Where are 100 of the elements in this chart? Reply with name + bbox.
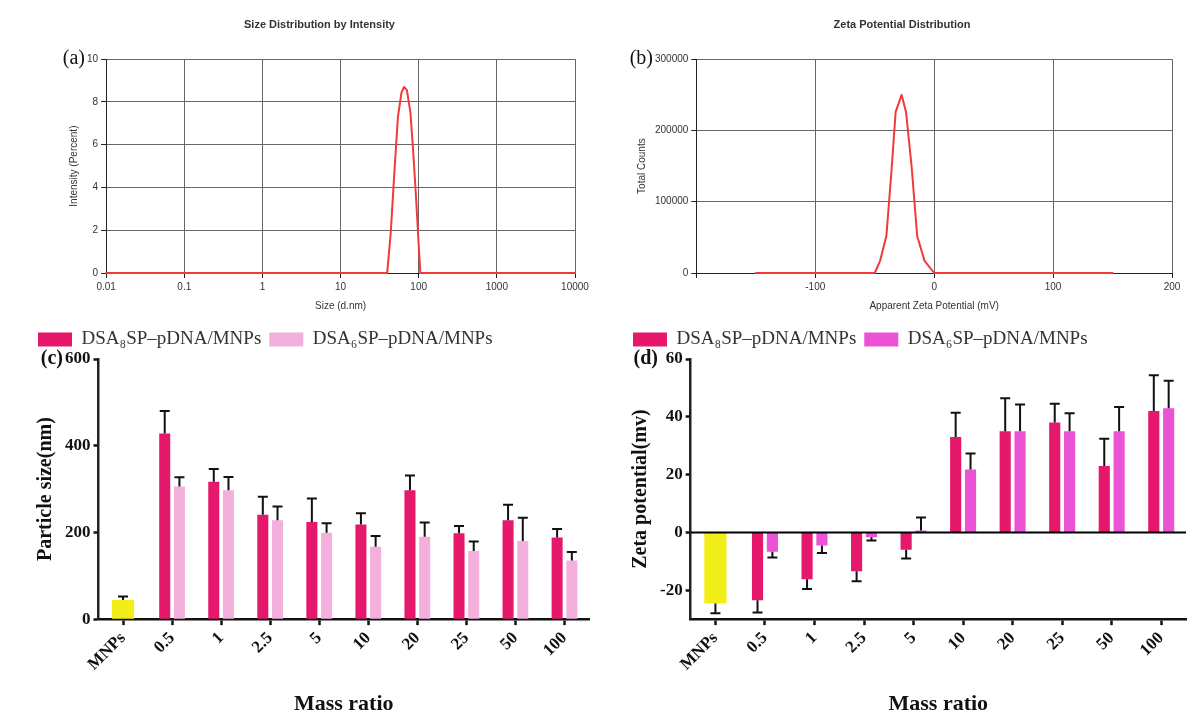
- bar: [321, 532, 333, 619]
- x-tick-label: 10: [348, 627, 375, 654]
- x-tick-label: 1: [207, 627, 228, 648]
- bar: [1049, 422, 1061, 532]
- y-tick-label: 200: [65, 521, 91, 541]
- y-tick-label: 600: [65, 348, 91, 368]
- bar: [766, 532, 778, 552]
- bar: [816, 532, 828, 546]
- x-tick-label: 100: [538, 627, 571, 660]
- y-tick-label: 2: [92, 223, 99, 235]
- x-axis-title: Apparent Zeta Potential (mV): [869, 299, 999, 311]
- bar: [272, 520, 284, 619]
- bar: [419, 536, 431, 619]
- y-tick-label: 6: [92, 138, 99, 150]
- bar: [1098, 465, 1110, 532]
- x-tick-label: 0: [931, 280, 938, 292]
- x-tick-label: 1: [800, 627, 821, 648]
- x-axis-title: Size (d.nm): [315, 299, 367, 311]
- x-axis-title: Mass ratio: [293, 690, 394, 716]
- bar: [468, 551, 480, 619]
- y-tick-label: 60: [665, 348, 683, 368]
- y-tick-label: -20: [659, 579, 683, 599]
- bar: [173, 486, 185, 619]
- bar: [370, 546, 382, 619]
- bar: [551, 537, 563, 619]
- y-axis-title: Total Counts: [635, 138, 647, 194]
- bar: [566, 560, 578, 619]
- bar: [1064, 431, 1076, 532]
- text: (c): [40, 346, 63, 370]
- y-tick-label: 400: [65, 435, 91, 455]
- x-tick-label: 10: [943, 627, 970, 654]
- y-tick-label: 0: [682, 266, 689, 278]
- x-tick-label: 5: [305, 627, 326, 648]
- x-tick-label: 20: [397, 627, 424, 654]
- x-tick-label: 5: [900, 627, 920, 648]
- x-tick-label: 2.5: [841, 627, 870, 657]
- x-tick-label: 100: [1044, 280, 1062, 292]
- bar: [453, 533, 465, 619]
- x-tick-label: 200: [1163, 280, 1181, 292]
- bar: [801, 532, 813, 580]
- x-tick-label: 0.01: [96, 280, 117, 292]
- bar: [159, 433, 171, 619]
- y-axis-title: Intensity (Percent): [67, 125, 79, 207]
- y-tick-label: 8: [92, 95, 99, 107]
- x-tick-label: 0.1: [177, 280, 192, 292]
- x-tick-label: 2.5: [247, 627, 277, 657]
- x-tick-label: 1000: [485, 280, 509, 292]
- bar: [964, 469, 977, 532]
- bar: [704, 532, 727, 604]
- bar: [865, 532, 878, 538]
- x-tick-label: 10000: [561, 280, 590, 292]
- y-tick-label: 0: [92, 266, 99, 278]
- bar: [257, 514, 269, 619]
- x-tick-label: 25: [446, 627, 473, 654]
- bar: [1148, 411, 1160, 532]
- bar: [1113, 431, 1125, 532]
- text: (b): [629, 46, 653, 70]
- y-tick-label: 200000: [654, 124, 689, 136]
- bar: [900, 532, 912, 550]
- bar: [355, 524, 367, 619]
- bar: [851, 532, 863, 572]
- y-tick-label: 4: [92, 181, 99, 193]
- x-axis-title: Mass ratio: [888, 690, 989, 716]
- text: (a): [62, 46, 85, 70]
- y-axis-title: Zeta potential(mv): [628, 409, 652, 569]
- bar: [517, 541, 529, 619]
- bar: [404, 490, 416, 619]
- bar: [502, 520, 514, 619]
- y-axis-title: Particle size(nm): [33, 417, 57, 561]
- y-tick-label: 100000: [654, 195, 689, 207]
- y-tick-label: 0: [674, 521, 683, 541]
- legend-label: DSA₈SP–pDNA/MNPs: [676, 327, 857, 349]
- x-tick-label: 0.5: [149, 627, 179, 657]
- x-tick-label: 0.5: [742, 627, 771, 657]
- y-tick-label: 0: [82, 608, 91, 628]
- chart-title: Zeta Potential Distribution: [833, 17, 971, 30]
- bar: [208, 481, 220, 619]
- x-tick-label: 100: [410, 280, 428, 292]
- x-tick-label: 50: [495, 627, 522, 654]
- bar: [1014, 431, 1026, 532]
- y-tick-label: 20: [665, 464, 683, 483]
- legend-label: DSA₆SP–pDNA/MNPs: [907, 327, 1088, 349]
- legend-label: DSA₈SP–pDNA/MNPs: [81, 327, 262, 349]
- bar: [950, 437, 962, 532]
- bar: [999, 431, 1011, 532]
- bar: [306, 522, 318, 619]
- x-tick-label: 1: [259, 280, 266, 292]
- x-tick-label: 10: [335, 280, 347, 292]
- text: (d): [633, 346, 658, 370]
- x-tick-label: 20: [993, 627, 1019, 654]
- x-tick-label: 50: [1092, 627, 1118, 654]
- y-tick-label: 300000: [654, 52, 689, 64]
- bar: [751, 532, 764, 601]
- bar: [222, 490, 234, 619]
- bar: [1163, 408, 1175, 532]
- legend-label: DSA₆SP–pDNA/MNPs: [312, 327, 493, 349]
- x-tick-label: 100: [1135, 627, 1168, 660]
- y-tick-label: 10: [87, 52, 99, 64]
- bar: [111, 600, 135, 619]
- y-tick-label: 40: [665, 406, 683, 426]
